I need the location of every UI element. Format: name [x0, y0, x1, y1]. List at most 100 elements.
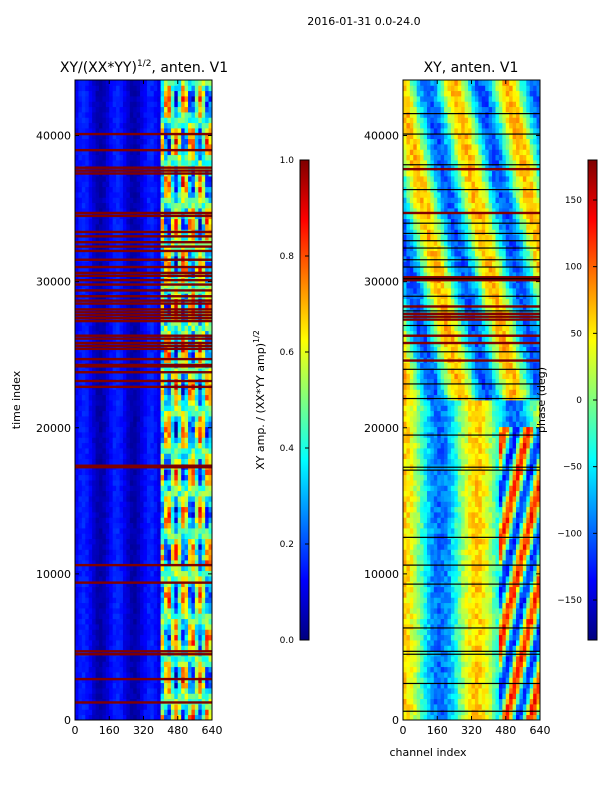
heatmap-cell: [92, 693, 96, 700]
heatmap-cell: [174, 144, 179, 150]
heatmap-cell: [109, 442, 114, 449]
heatmap-cell: [129, 512, 134, 518]
heatmap-cell: [143, 416, 148, 422]
heatmap-cell: [105, 320, 110, 326]
heatmap-cell: [75, 624, 79, 630]
heatmap-cell: [85, 704, 90, 710]
heatmap-cell: [150, 634, 155, 641]
heatmap-cell: [95, 250, 100, 257]
heatmap-cell: [146, 394, 151, 401]
heatmap-cell: [150, 373, 155, 380]
heatmap-cell: [140, 474, 144, 481]
heatmap-cell: [88, 533, 93, 540]
heatmap-cell: [208, 490, 212, 497]
heatmap-cell: [150, 672, 155, 678]
heatmap-cell: [98, 144, 103, 150]
heatmap-cell: [116, 245, 120, 252]
heatmap-cell: [81, 656, 86, 662]
heatmap-cell: [102, 432, 107, 438]
heatmap-cell: [153, 144, 158, 150]
heatmap-cell: [188, 672, 192, 678]
heatmap-cell: [109, 101, 114, 108]
heatmap-cell: [92, 405, 96, 412]
heatmap-cell: [433, 714, 438, 720]
heatmap-cell: [102, 80, 107, 86]
heatmap-cell: [75, 688, 79, 694]
heatmap-cell: [88, 682, 93, 689]
heatmap-cell: [201, 106, 206, 113]
heatmap-cell: [88, 261, 93, 268]
heatmap-cell: [140, 714, 144, 720]
heatmap-cell: [92, 709, 96, 716]
heatmap-cell: [95, 496, 100, 502]
heatmap-cell: [198, 176, 203, 182]
heatmap-cell: [95, 570, 100, 577]
heatmap-cell: [133, 560, 138, 566]
heatmap-cell: [78, 330, 83, 337]
heatmap-cell: [157, 181, 162, 188]
heatmap-cell: [146, 208, 151, 214]
heatmap-cell: [116, 538, 120, 545]
heatmap-cell: [170, 90, 175, 97]
heatmap-cell: [208, 565, 212, 572]
heatmap-cell: [81, 496, 86, 502]
heatmap-cell: [205, 304, 209, 310]
heatmap-cell: [119, 709, 124, 716]
heatmap-cell: [205, 624, 209, 630]
heatmap-cell: [143, 261, 148, 268]
heatmap-cell: [184, 522, 189, 529]
heatmap-cell: [198, 704, 203, 710]
heatmap-cell: [136, 176, 141, 182]
heatmap-cell: [136, 202, 141, 209]
heatmap-cell: [201, 458, 206, 465]
heatmap-cell: [126, 133, 131, 140]
heatmap-cell: [157, 554, 162, 561]
heatmap-cell: [78, 517, 83, 524]
heatmap-cell: [188, 224, 192, 230]
heatmap-cell: [177, 469, 182, 476]
heatmap-cell: [98, 368, 103, 374]
heatmap-cell: [177, 208, 182, 214]
heatmap-cell: [146, 618, 151, 625]
heatmap-cell: [116, 485, 120, 492]
heatmap-cell: [136, 421, 141, 428]
heatmap-cell: [194, 149, 199, 156]
heatmap-cell: [492, 709, 496, 716]
heatmap-cell: [170, 426, 175, 433]
heatmap-cell: [119, 714, 124, 720]
heatmap-cell: [105, 469, 110, 476]
heatmap-cell: [198, 656, 203, 662]
heatmap-cell: [201, 112, 206, 118]
heatmap-cell: [150, 586, 155, 593]
heatmap-cell: [201, 453, 206, 460]
heatmap-cell: [81, 80, 86, 86]
heatmap-cell: [177, 80, 182, 86]
heatmap-cell: [109, 330, 114, 337]
heatmap-cell: [92, 714, 96, 720]
heatmap-cell: [464, 714, 469, 720]
heatmap-cell: [112, 320, 117, 326]
heatmap-cell: [181, 250, 185, 257]
heatmap-cell: [81, 85, 86, 92]
heatmap-cell: [102, 266, 107, 273]
heatmap-cell: [105, 661, 110, 668]
flagged-row: [75, 677, 212, 681]
heatmap-cell: [75, 154, 79, 161]
heatmap-cell: [136, 661, 141, 668]
heatmap-cell: [102, 458, 107, 465]
heatmap-cell: [177, 160, 182, 166]
heatmap-cell: [191, 565, 196, 572]
heatmap-cell: [136, 128, 141, 134]
heatmap-cell: [146, 400, 151, 406]
heatmap-cell: [116, 394, 120, 401]
heatmap-cell: [81, 250, 86, 257]
heatmap-cell: [129, 517, 134, 524]
heatmap-cell: [170, 512, 175, 518]
heatmap-cell: [116, 613, 120, 620]
heatmap-cell: [194, 672, 199, 678]
heatmap-cell: [136, 325, 141, 332]
heatmap-cell: [164, 144, 168, 150]
heatmap-cell: [112, 352, 117, 358]
heatmap-cell: [184, 154, 189, 161]
heatmap-cell: [92, 480, 96, 486]
